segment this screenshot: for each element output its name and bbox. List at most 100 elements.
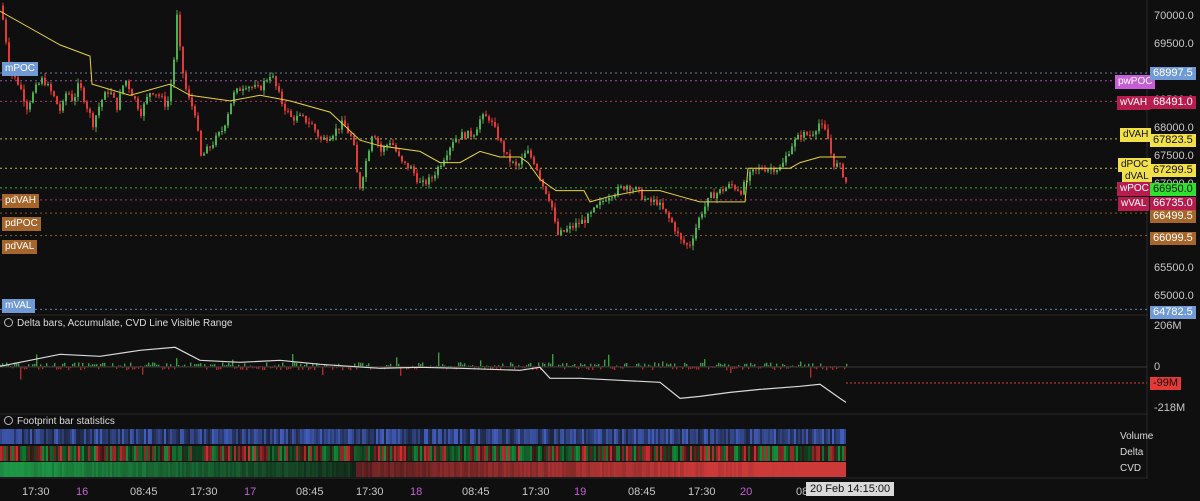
footprint-cell (276, 462, 278, 477)
candle-body (80, 83, 82, 88)
footprint-cell (566, 429, 568, 444)
delta-bar (530, 362, 532, 367)
time-tick: 08:45 (462, 486, 490, 498)
delta-bar (484, 366, 486, 370)
delta-bar (774, 366, 776, 370)
delta-bar (804, 364, 806, 367)
footprint-cell (48, 462, 50, 477)
delta-bar (164, 366, 166, 369)
footprint-cell (720, 446, 722, 461)
footprint-cell (470, 429, 472, 444)
candle-body (713, 192, 715, 199)
candle-body (143, 103, 145, 117)
footprint-cell (750, 429, 752, 444)
delta-bar (844, 366, 846, 370)
delta-bar (118, 365, 120, 367)
candle-body (485, 114, 487, 117)
delta-bar (212, 364, 214, 367)
footprint-cell (470, 446, 472, 461)
footprint-cell (698, 429, 700, 444)
footprint-cell (756, 446, 758, 461)
footprint-cell (126, 429, 128, 444)
delta-tick-bottom: -218M (1154, 402, 1186, 414)
footprint-cell (162, 462, 164, 477)
footprint-cell (654, 429, 656, 444)
delta-bar (518, 365, 520, 367)
footprint-cell (148, 462, 150, 477)
footprint-cell (706, 446, 708, 461)
footprint-cell (454, 462, 456, 477)
delta-pane-title[interactable]: Delta bars, Accumulate, CVD Line Visible… (4, 318, 232, 329)
footprint-cell (432, 446, 434, 461)
candle-body (404, 161, 406, 163)
footprint-cell (154, 429, 156, 444)
footprint-cell (210, 446, 212, 461)
footprint-cell (10, 446, 12, 461)
pill-mval: 64782.5 (1150, 306, 1196, 319)
footprint-cell (256, 446, 258, 461)
footprint-cell (526, 429, 528, 444)
footprint-cell (58, 462, 60, 477)
delta-bar (772, 366, 774, 369)
footprint-cell (534, 429, 536, 444)
footprint-cell (114, 462, 116, 477)
candle-body (569, 225, 571, 229)
candle-body (740, 190, 742, 195)
footprint-cell (698, 446, 700, 461)
footprint-cell (466, 429, 468, 444)
footprint-cell (400, 429, 402, 444)
candle-body (722, 189, 724, 192)
footprint-cell (482, 446, 484, 461)
footprint-cell (632, 446, 634, 461)
footprint-cell (6, 429, 8, 444)
delta-bar (636, 363, 638, 367)
footprint-cell (64, 446, 66, 461)
gear-icon[interactable] (4, 416, 13, 425)
footprint-cell (390, 429, 392, 444)
footprint-cell (178, 446, 180, 461)
footprint-cell (442, 429, 444, 444)
footprint-cell (66, 446, 68, 461)
delta-bar (566, 363, 568, 367)
footprint-cell (206, 462, 208, 477)
footprint-cell (248, 462, 250, 477)
footprint-cell (282, 446, 284, 461)
delta-bar (626, 362, 628, 367)
candle-body (428, 177, 430, 185)
footprint-cell (12, 429, 14, 444)
delta-bar (672, 366, 674, 370)
footprint-cell (822, 462, 824, 477)
footprint-cell (640, 446, 642, 461)
footprint-cell (236, 462, 238, 477)
footprint-cell (496, 462, 498, 477)
footprint-cell (508, 462, 510, 477)
footprint-cell (350, 462, 352, 477)
footprint-cell (616, 462, 618, 477)
gear-icon[interactable] (4, 318, 13, 327)
footprint-cell (460, 462, 462, 477)
footprint-cell (68, 429, 70, 444)
delta-bar (600, 366, 602, 370)
footprint-cell (52, 429, 54, 444)
footprint-cell (616, 446, 618, 461)
footprint-cell (140, 446, 142, 461)
footprint-cell (460, 446, 462, 461)
footprint-cell (352, 429, 354, 444)
footprint-cell (556, 446, 558, 461)
candle-body (755, 169, 757, 171)
delta-bar (182, 365, 184, 367)
footprint-cell (606, 446, 608, 461)
footprint-pane-title[interactable]: Footprint bar statistics (4, 416, 115, 427)
footprint-cell (568, 462, 570, 477)
candle-body (374, 136, 376, 138)
footprint-cell (150, 446, 152, 461)
footprint-cell (718, 446, 720, 461)
candle-body (743, 181, 745, 195)
price-axis[interactable] (1148, 0, 1200, 501)
footprint-cell (504, 446, 506, 461)
footprint-cell (498, 429, 500, 444)
candle-body (398, 151, 400, 156)
footprint-cell (304, 429, 306, 444)
